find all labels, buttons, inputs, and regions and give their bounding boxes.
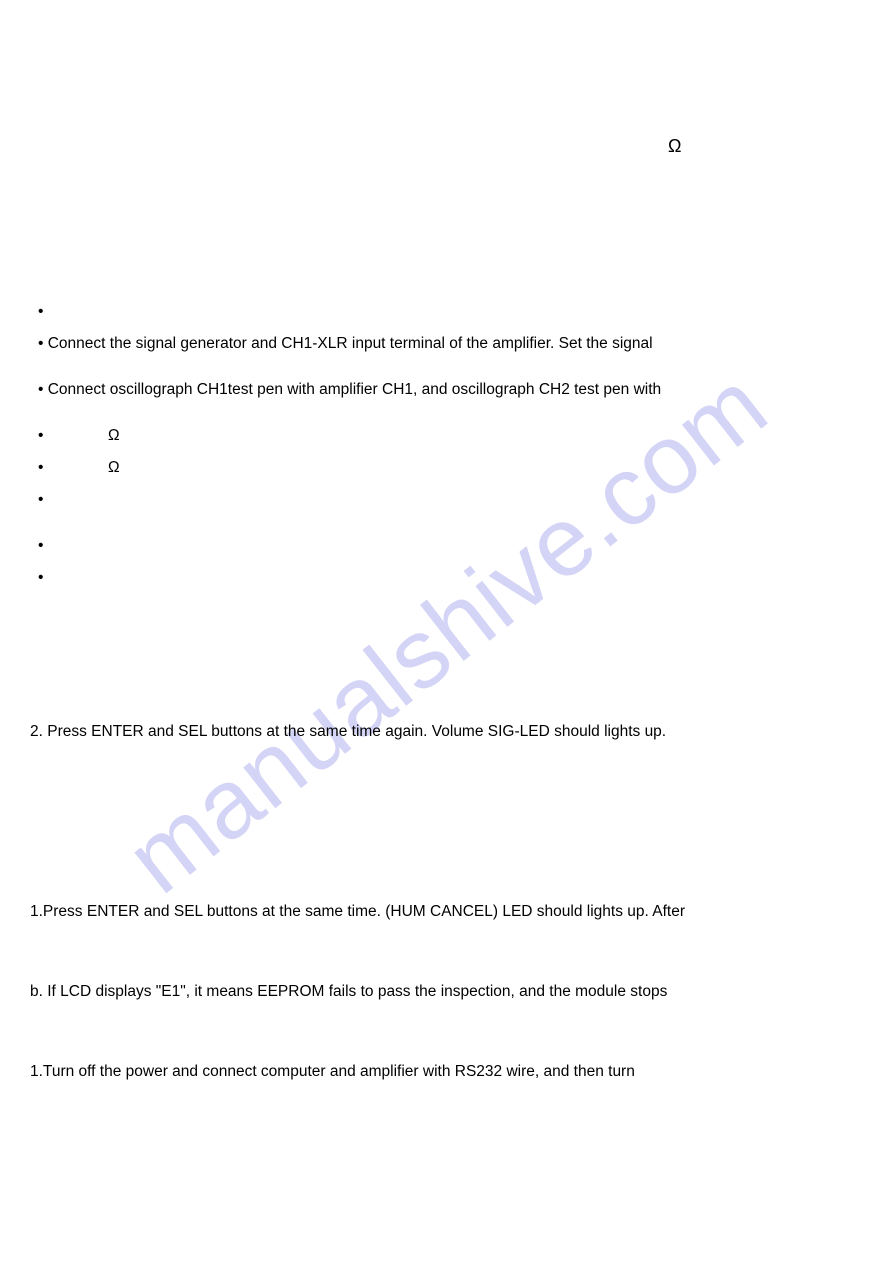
step-b-text: b. If LCD displays "E1", it means EEPROM…: [30, 980, 863, 1004]
bullet-item-omega: • Ω: [38, 424, 863, 448]
bullet-item: • Connect oscillograph CH1test pen with …: [38, 378, 863, 402]
step-2-text: 2. Press ENTER and SEL buttons at the sa…: [30, 720, 863, 744]
bullet-item: •: [38, 300, 863, 324]
paragraph: b. If LCD displays "E1", it means EEPROM…: [30, 980, 863, 1004]
bullet-item-omega: • Ω: [38, 456, 863, 480]
paragraph: 1.Press ENTER and SEL buttons at the sam…: [30, 900, 863, 924]
step-1-text: 1.Press ENTER and SEL buttons at the sam…: [30, 900, 863, 924]
paragraph: 1.Turn off the power and connect compute…: [30, 1060, 863, 1084]
omega-symbol-top: Ω: [668, 133, 681, 161]
bullet-item: • Connect the signal generator and CH1-X…: [38, 332, 863, 356]
bullet-item: •: [38, 488, 863, 512]
page: manualshive.com Ω • • Connect the signal…: [0, 0, 893, 1263]
paragraph: 2. Press ENTER and SEL buttons at the sa…: [30, 720, 863, 744]
bullet-item: •: [38, 534, 863, 558]
step-1b-text: 1.Turn off the power and connect compute…: [30, 1060, 863, 1084]
bullet-item: •: [38, 566, 863, 590]
bullet-section: • • Connect the signal generator and CH1…: [30, 300, 863, 590]
